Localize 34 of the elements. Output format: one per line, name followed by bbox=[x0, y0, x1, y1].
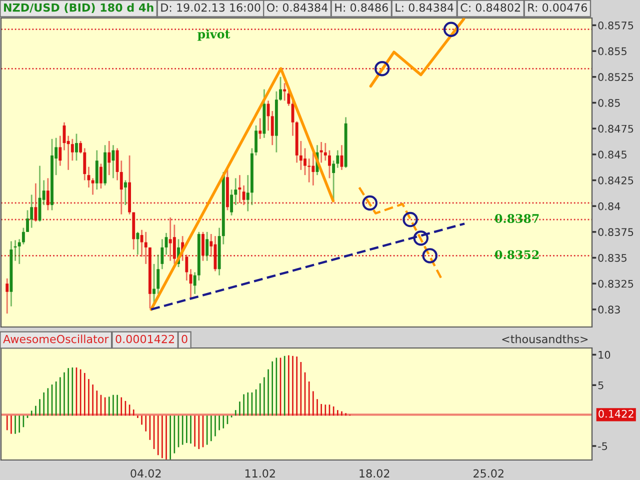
text: R: 0.00476 bbox=[528, 3, 588, 12]
y-tick-label: 5 bbox=[598, 381, 604, 390]
text: 0 bbox=[182, 334, 188, 344]
ref-line-label: 0.1422 bbox=[598, 410, 634, 418]
y-tick-label: 0.8425 bbox=[598, 176, 634, 184]
x-tick-label: 25.02 bbox=[474, 469, 504, 478]
x-tick-label: 04.02 bbox=[130, 469, 161, 478]
y-tick-label: 0.835 bbox=[598, 254, 626, 262]
y-axis-title: <thousandths> bbox=[502, 334, 588, 344]
y-tick-label: 0.8375 bbox=[598, 228, 634, 236]
y-tick-label: -5 bbox=[598, 442, 608, 450]
chart-title: NZD/USD (BID) 180 d 4h bbox=[4, 3, 154, 14]
y-tick-label: 0.83 bbox=[598, 306, 620, 314]
y-tick-label: 0.855 bbox=[598, 47, 626, 56]
text: L: 0.84384 bbox=[396, 3, 454, 12]
y-tick-label: 10 bbox=[598, 350, 610, 359]
text: C: 0.84802 bbox=[460, 3, 520, 12]
y-tick-label: 0.8325 bbox=[598, 280, 634, 288]
text: O: 0.84384 bbox=[267, 3, 328, 12]
ref-line-label: pivot bbox=[198, 29, 230, 41]
y-tick-label: 0.84 bbox=[598, 202, 620, 210]
y-tick-label: 0.8575 bbox=[598, 21, 634, 30]
y-tick-label: 0.8475 bbox=[598, 124, 634, 133]
ref-line-label: 0.8352 bbox=[495, 250, 539, 260]
y-tick-label: 0.8525 bbox=[598, 73, 634, 82]
y-tick-label: 0.845 bbox=[598, 150, 626, 159]
text: D: 19.02.13 16:00 bbox=[161, 3, 260, 12]
chart-title: AwesomeOscillator bbox=[3, 334, 109, 344]
y-tick-label: 0.85 bbox=[598, 98, 620, 107]
text: 0.0001422 bbox=[116, 334, 174, 344]
ref-line-label: 0.8387 bbox=[495, 214, 539, 223]
x-tick-label: 18.02 bbox=[360, 469, 390, 478]
x-tick-label: 11.02 bbox=[245, 469, 275, 478]
text: H: 0.8486 bbox=[335, 3, 388, 12]
